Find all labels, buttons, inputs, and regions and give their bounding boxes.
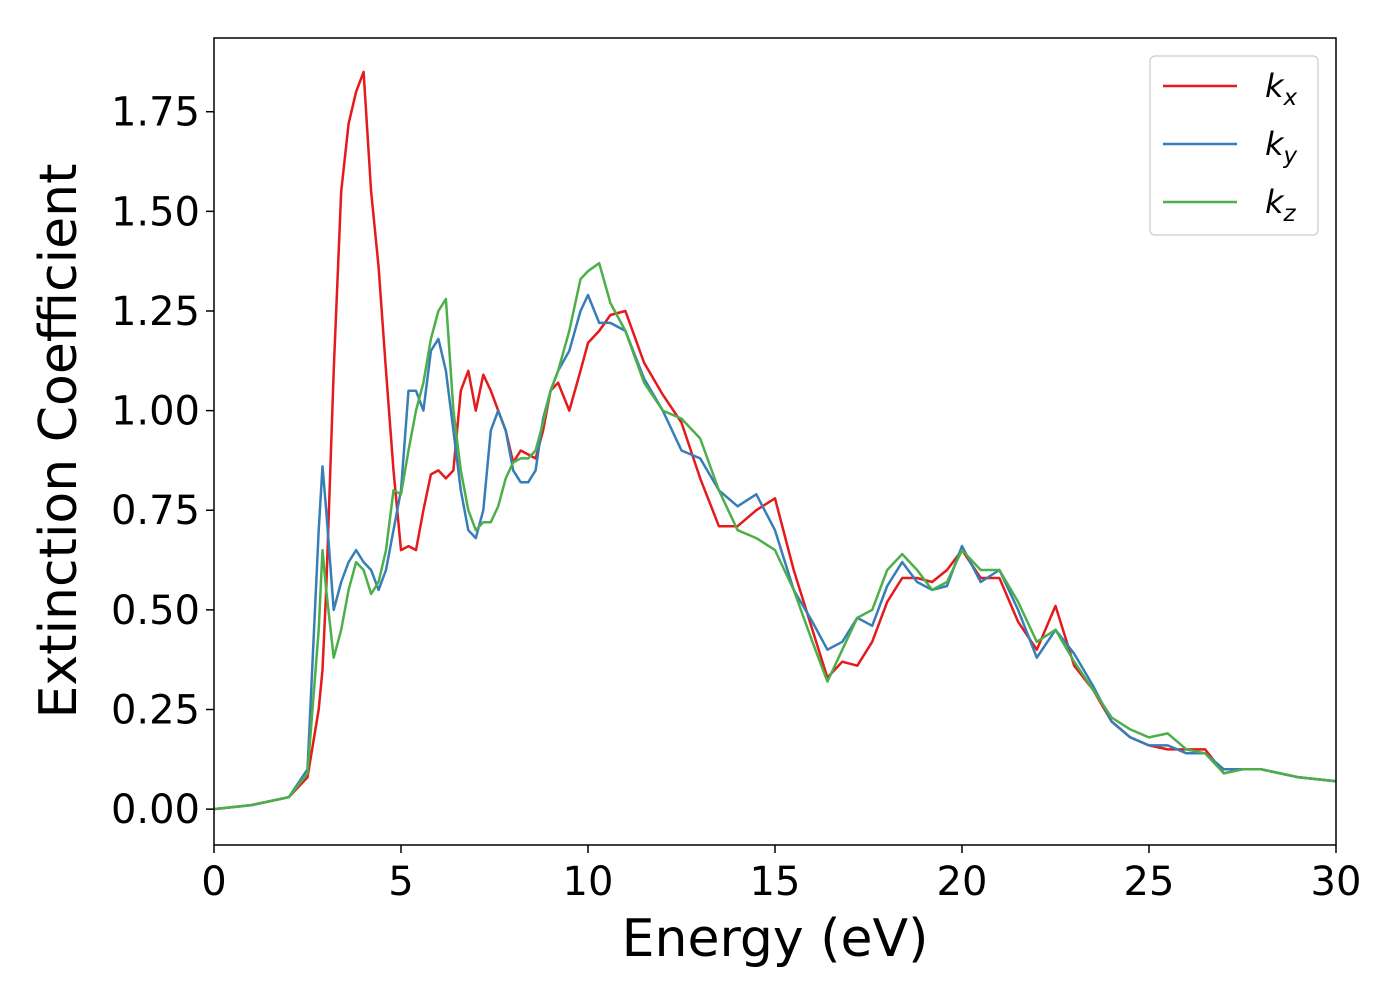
series-line bbox=[214, 293, 1336, 811]
y-tick-label: 0.75 bbox=[111, 488, 200, 534]
y-tick-label: 0.50 bbox=[111, 588, 200, 634]
x-tick-label: 5 bbox=[388, 859, 413, 905]
y-tick-label: 1.25 bbox=[111, 289, 200, 335]
legend-box bbox=[1149, 55, 1319, 236]
series-line bbox=[214, 70, 1336, 811]
x-tick-label: 10 bbox=[563, 859, 614, 905]
legend-label: ky bbox=[1265, 125, 1298, 169]
legend-label: kz bbox=[1265, 183, 1297, 227]
x-axis-label: Energy (eV) bbox=[622, 909, 929, 969]
x-tick-label: 25 bbox=[1124, 859, 1175, 905]
y-axis-label: Extinction Coefficient bbox=[29, 164, 89, 719]
y-tick-label: 0.25 bbox=[111, 688, 200, 734]
x-tick-label: 15 bbox=[750, 859, 801, 905]
y-tick-label: 1.50 bbox=[111, 189, 200, 235]
x-tick-label: 30 bbox=[1311, 859, 1362, 905]
x-tick-label: 20 bbox=[937, 859, 988, 905]
y-tick-label: 0.00 bbox=[111, 787, 200, 833]
series-line bbox=[214, 261, 1336, 811]
plot-frame bbox=[213, 37, 1337, 846]
x-tick-label: 0 bbox=[201, 859, 226, 905]
legend-label: kx bbox=[1265, 67, 1298, 111]
y-tick-label: 1.75 bbox=[111, 90, 200, 136]
y-tick-label: 1.00 bbox=[111, 389, 200, 435]
